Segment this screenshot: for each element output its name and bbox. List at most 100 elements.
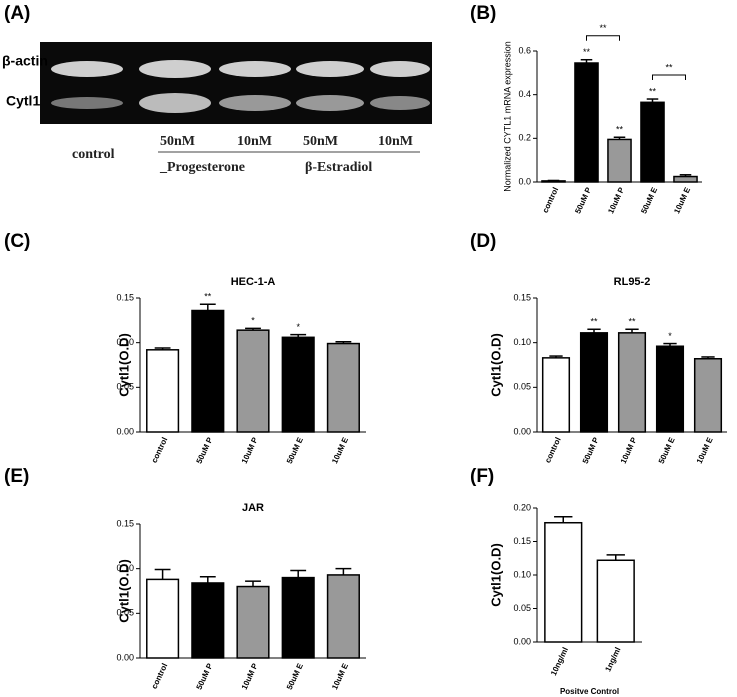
x-tick-label: 10uM P [240,435,260,465]
y-tick-label: 0.05 [116,382,134,392]
x-tick-label: 10uM E [672,185,692,215]
bar [596,559,635,643]
y-tick-label: 0.10 [116,337,134,347]
y-tick-label: 0.15 [116,292,134,302]
x-axis-label: Positve Control [560,687,619,696]
significance: ** [583,47,591,57]
y-axis-label: Cytl1(O.D) [116,559,131,623]
gel-lane-label: 50nM [303,134,338,149]
bar [146,578,180,659]
y-tick-label: 0.4 [518,89,531,99]
y-tick-label: 0.15 [513,536,531,546]
panel-label: (C) [4,231,30,252]
bar [640,101,665,183]
bar [541,180,566,183]
gel-lane-label: 10nM [378,134,413,149]
panel-label: (A) [4,3,30,24]
x-tick-label: 1ng/ml [603,646,622,673]
gel-lane-label: control [72,147,115,162]
x-tick-label: 50uM P [581,435,601,465]
y-tick-label: 0.05 [513,603,531,613]
chart-title: JAR [242,502,264,514]
x-tick-label: 10uM E [695,435,715,465]
y-tick-label: 0.05 [513,382,531,392]
x-tick-label: 10ng/ml [549,646,570,677]
x-tick-label: 50uM E [639,185,659,215]
bar [693,357,723,433]
panel-label: (E) [4,466,29,487]
bar [617,332,647,433]
significance-bracket [586,35,620,41]
bar [191,582,225,659]
gel-lane-label: 10nM [237,134,272,149]
significance: ** [590,317,598,327]
x-tick-label: 50uM E [285,435,305,465]
x-tick-label: 50uM E [285,661,305,691]
significance: ** [204,292,212,302]
x-tick-label: control [543,436,563,464]
chart-title: RL95-2 [614,276,651,288]
gel-image [40,42,432,124]
y-tick-label: 0.15 [513,292,531,302]
x-tick-label: 10uM P [619,435,639,465]
y-tick-label: 0.00 [513,636,531,646]
gel-bands [51,60,430,113]
significance: * [251,316,255,326]
bar [236,585,270,659]
panel-label: (D) [470,231,496,252]
bar [544,521,583,643]
bar [326,342,360,433]
bar [146,349,180,433]
bar [574,62,599,183]
x-tick-label: 50uM P [573,185,593,215]
x-tick-label: 50uM E [657,435,677,465]
gel-row-label: β-actin [2,53,48,69]
significance: * [668,331,672,341]
x-tick-label: 10uM P [240,661,260,691]
significance-bracket [652,74,686,81]
y-tick-label: 0.10 [513,337,531,347]
y-axis-label: Cytl1(O.D) [488,333,503,397]
y-tick-label: 0.0 [518,176,531,186]
x-tick-label: 50uM P [195,435,215,465]
bar [281,336,315,433]
bar [655,345,685,433]
panel-label: (B) [470,3,496,24]
bar [326,574,360,659]
gel-row-label: Cytl1 [6,93,40,109]
significance: * [296,322,300,332]
x-tick-label: control [150,436,170,464]
x-tick-label: 50uM P [195,661,215,691]
y-tick-label: 0.00 [116,652,134,662]
bar [673,175,698,183]
gel-lane-label: 50nM [160,134,195,149]
y-tick-label: 0.15 [116,518,134,528]
gel-group-label: _Progesterone [159,160,245,175]
significance: ** [599,23,607,33]
x-tick-label: 10uM E [330,661,350,691]
y-tick-label: 0.2 [518,133,531,143]
y-tick-label: 0.6 [518,45,531,55]
x-tick-label: control [150,662,170,690]
x-tick-label: 10uM P [606,185,626,215]
significance: ** [616,125,624,135]
bar [191,309,225,433]
y-axis-label: Cytl1(O.D) [116,333,131,397]
significance: ** [628,317,636,327]
bar [541,357,571,433]
y-tick-label: 0.00 [513,426,531,436]
bar [236,329,270,433]
panel-label: (F) [470,466,494,487]
y-tick-label: 0.00 [116,426,134,436]
bar [579,332,609,433]
bar [607,138,632,183]
chart-title: HEC-1-A [231,276,276,288]
bar [281,576,315,659]
x-tick-label: control [541,186,561,214]
y-tick-label: 0.20 [513,502,531,512]
significance: ** [649,86,657,96]
y-tick-label: 0.10 [513,569,531,579]
y-axis-label: Cytl1(O.D) [488,543,503,607]
y-tick-label: 0.10 [116,563,134,573]
